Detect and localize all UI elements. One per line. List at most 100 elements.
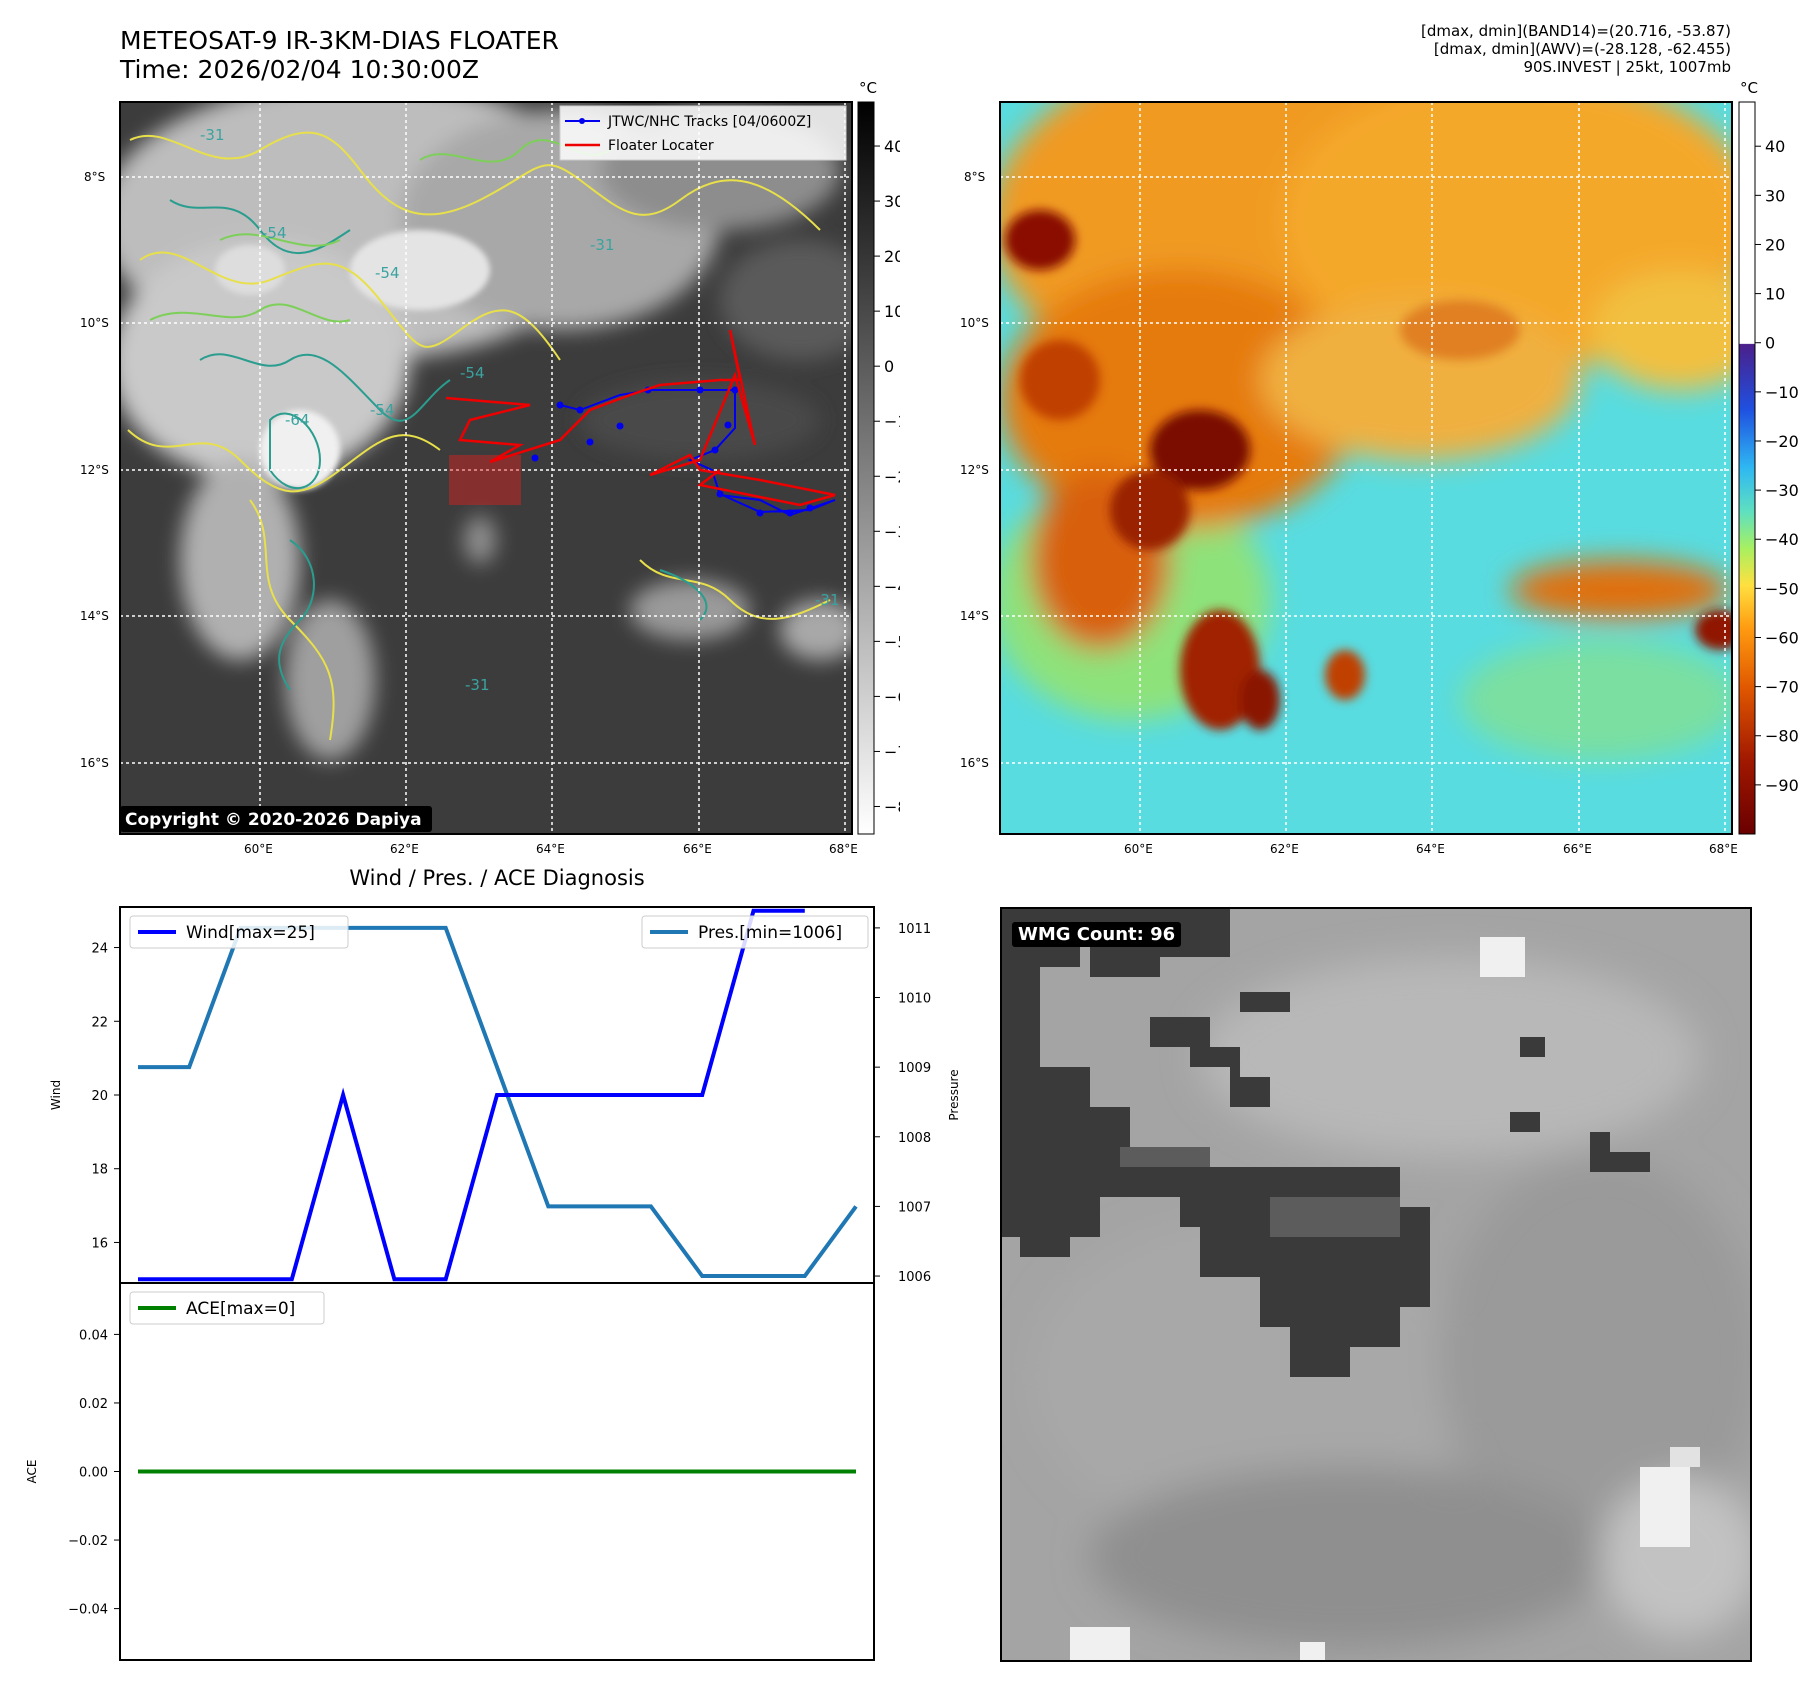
contour-label: -31 <box>590 236 615 254</box>
awv-map-frame <box>999 101 1733 835</box>
wmg-frame <box>1000 907 1752 1662</box>
contour-labels: -54 -54 -54 -64 -54 -31 -31 -31 -31 <box>200 126 840 694</box>
contour-label: -54 <box>370 401 395 419</box>
chart-title: METEOSAT-9 IR-3KM-DIAS FLOATER <box>120 26 559 55</box>
awv-colorbar-tick-label: −20 <box>1765 432 1799 451</box>
ace-axis-tick-label: −0.02 <box>68 1534 108 1549</box>
legend-jtwc-label: JTWC/NHC Tracks [04/0600Z] <box>607 114 811 130</box>
ace-legend <box>129 1291 325 1325</box>
ir-map-panel: -54 -54 -54 -64 -54 -31 -31 -31 -31 <box>119 79 900 835</box>
pressure-axis-label: Pressure <box>947 1069 960 1120</box>
awv-colorbar-tick-label: −50 <box>1765 579 1799 598</box>
ir-colorbar-tick-label: −70 <box>884 742 900 761</box>
awv-colorbar-tick-label: −10 <box>1765 383 1799 402</box>
ace-axis-tick-label: 0.02 <box>79 1397 108 1412</box>
pressure-axis-tick-label: 1009 <box>898 1061 931 1076</box>
ir-colorbar-tick-label: −20 <box>884 467 900 486</box>
ace-legend-label: ACE[max=0] <box>186 1299 295 1319</box>
copyright-text: Copyright © 2020-2026 Dapiya <box>125 810 422 830</box>
awv-stats: [dmax, dmin](AWV)=(-28.128, -62.455) <box>1433 40 1731 58</box>
ir-legend: JTWC/NHC Tracks [04/0600Z] Floater Locat… <box>559 105 847 161</box>
awv-lat-tick: 8°S <box>964 170 986 184</box>
wind-axis-tick-label: 18 <box>91 1163 108 1178</box>
ir-colorbar-unit: °C <box>859 79 877 97</box>
wind-axis-tick-label: 24 <box>91 942 108 957</box>
ir-colorbar-tick-label: 0 <box>884 357 894 376</box>
copyright-badge <box>120 806 432 832</box>
floater-locator-track <box>445 329 836 507</box>
ir-colorbar-tick-label: −10 <box>884 412 900 431</box>
awv-colorbar-tick-label: 20 <box>1765 235 1785 254</box>
pressure-axis-tick-label: 1006 <box>898 1270 931 1285</box>
awv-lon-tick: 68°E <box>1709 842 1738 856</box>
ir-lon-tick: 68°E <box>829 842 858 856</box>
ir-colorbar-tick-label: −80 <box>884 797 900 816</box>
ir-colorbar <box>857 101 875 835</box>
wind-legend-label: Wind[max=25] <box>186 923 315 943</box>
ir-lon-tick: 62°E <box>390 842 419 856</box>
awv-colorbar-unit: °C <box>1740 79 1758 97</box>
ir-lat-tick: 10°S <box>80 316 109 330</box>
ir-gridlines <box>120 102 852 834</box>
awv-imagery <box>1000 102 1732 834</box>
ir-colorbar-tick-label: −30 <box>884 522 900 541</box>
wind-series-line <box>138 908 805 1282</box>
wmg-count-badge: WMG Count: 96 <box>1012 922 1182 947</box>
ir-imagery: -54 -54 -54 -64 -54 -31 -31 -31 -31 <box>120 102 852 834</box>
ace-axis-tick-label: 0.04 <box>79 1328 108 1343</box>
awv-colorbar-tick-label: −90 <box>1765 776 1799 795</box>
contour-label: -31 <box>200 126 225 144</box>
ir-lat-tick: 14°S <box>80 609 109 623</box>
contour-lines <box>127 131 831 741</box>
awv-lat-tick: 14°S <box>960 609 989 623</box>
ace-axis-tick-label: 0.00 <box>79 1466 108 1481</box>
awv-colorbar-tick-label: −30 <box>1765 481 1799 500</box>
awv-lat-tick: 10°S <box>960 316 989 330</box>
ace-axis-tick-label: −0.04 <box>68 1603 108 1618</box>
diagnosis-chart: 16 18 20 22 24 1006 1007 1008 1009 1010 1011 0.04 0.… <box>25 906 960 1661</box>
awv-colorbar-tick-label: 0 <box>1765 334 1775 353</box>
awv-colorbar-tick-label: −60 <box>1765 628 1799 647</box>
wind-axis-tick-label: 20 <box>91 1089 108 1104</box>
pressure-axis-tick-label: 1010 <box>898 992 931 1007</box>
floater-locator-box <box>449 455 521 505</box>
wmg-panel <box>1000 907 1752 1662</box>
awv-colorbar-tick-label: 10 <box>1765 285 1785 304</box>
legend-locator-label: Floater Locater <box>608 138 714 154</box>
ir-colorbar-tick-label: 30 <box>884 192 900 211</box>
ir-map-frame <box>119 101 853 835</box>
ace-axis-label: ACE <box>25 1460 39 1484</box>
awv-lat-tick: 16°S <box>960 756 989 770</box>
ir-colorbar-tick-label: 10 <box>884 302 900 321</box>
ir-colorbar-tick-label: −60 <box>884 687 900 706</box>
awv-lon-tick: 64°E <box>1416 842 1445 856</box>
awv-colorbar-tick-label: −40 <box>1765 530 1799 549</box>
wind-axis-tick-label: 16 <box>91 1236 108 1251</box>
pressure-axis-tick-label: 1007 <box>898 1200 931 1215</box>
chart-timestamp: Time: 2026/02/04 10:30:00Z <box>120 55 479 84</box>
ir-lat-tick: 16°S <box>80 756 109 770</box>
awv-colorbar-tick-label: −80 <box>1765 727 1799 746</box>
awv-colorbar <box>1738 101 1756 835</box>
contour-label: -31 <box>465 676 490 694</box>
ir-colorbar-tick-label: −50 <box>884 632 900 651</box>
contour-label: -31 <box>815 591 840 609</box>
awv-colorbar-tick-label: 30 <box>1765 186 1785 205</box>
wind-legend <box>129 915 349 949</box>
awv-lat-tick: 12°S <box>960 463 989 477</box>
ir-lon-tick: 60°E <box>244 842 273 856</box>
ir-colorbar-tick-label: 20 <box>884 247 900 266</box>
awv-colorbar-tick-label: −70 <box>1765 678 1799 697</box>
stats-block: [dmax, dmin](BAND14)=(20.716, -53.87) [d… <box>1421 22 1731 76</box>
ir-lon-tick: 64°E <box>536 842 565 856</box>
pressure-legend-label: Pres.[min=1006] <box>698 923 842 943</box>
band14-stats: [dmax, dmin](BAND14)=(20.716, -53.87) <box>1420 22 1731 40</box>
pressure-legend <box>641 915 869 949</box>
awv-lon-tick: 60°E <box>1124 842 1153 856</box>
wind-axis-label: Wind <box>49 1080 63 1110</box>
contour-label: -54 <box>262 224 287 242</box>
contour-label: -54 <box>460 364 485 382</box>
contour-label: -64 <box>285 411 310 429</box>
ir-lon-tick: 66°E <box>683 842 712 856</box>
ir-colorbar-tick-label: −40 <box>884 577 900 596</box>
